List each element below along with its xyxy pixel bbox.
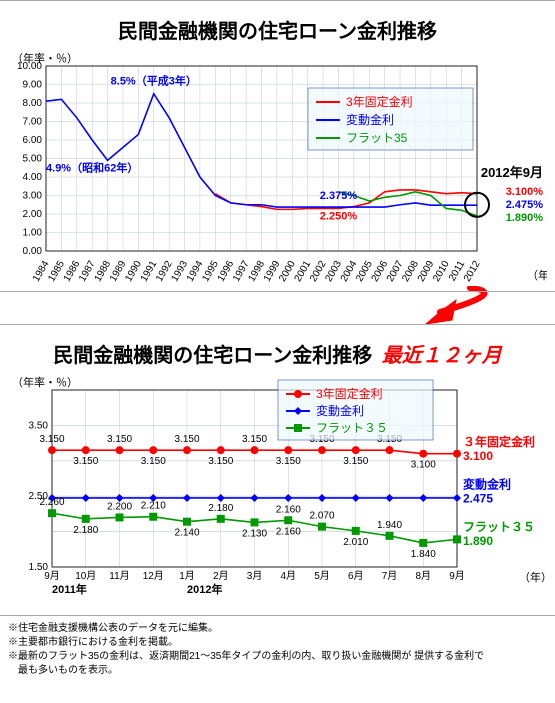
- svg-text:10月: 10月: [75, 570, 96, 582]
- svg-text:6月: 6月: [348, 570, 364, 582]
- chart1-panel: 民間金融機関の住宅ローン金利推移 （年率・％）0.001.002.003.004…: [0, 0, 555, 292]
- svg-text:３年固定金利: ３年固定金利: [463, 434, 535, 449]
- svg-text:3.150: 3.150: [73, 456, 98, 467]
- chart1-title: 民間金融機関の住宅ローン金利推移: [8, 15, 547, 44]
- svg-text:3年固定金利: 3年固定金利: [346, 94, 413, 109]
- svg-text:2.475%: 2.475%: [506, 199, 544, 211]
- svg-text:変動金利: 変動金利: [346, 112, 394, 127]
- svg-text:2.010: 2.010: [343, 537, 368, 548]
- svg-text:3.150: 3.150: [242, 434, 267, 445]
- svg-text:2.180: 2.180: [208, 503, 233, 514]
- svg-text:2.200: 2.200: [107, 501, 132, 512]
- svg-text:3.150: 3.150: [39, 434, 64, 445]
- chart2-panel: 民間金融機関の住宅ローン金利推移 最近１２ヶ月 （年率・％）1.502.503.…: [0, 324, 555, 616]
- footnote-line: 最も多いものを表示。: [8, 664, 547, 678]
- svg-text:2月: 2月: [213, 570, 229, 582]
- svg-text:3.100: 3.100: [463, 449, 493, 463]
- svg-text:4.00: 4.00: [23, 172, 43, 183]
- svg-text:変動金利: 変動金利: [316, 403, 364, 418]
- svg-text:3.100: 3.100: [411, 460, 436, 471]
- svg-text:（年）: （年）: [519, 570, 547, 584]
- svg-text:2012年9月: 2012年9月: [481, 165, 543, 180]
- svg-text:3.150: 3.150: [208, 456, 233, 467]
- svg-text:8.00: 8.00: [23, 98, 43, 109]
- svg-text:（年率・％）: （年率・％）: [12, 375, 78, 389]
- svg-text:3.150: 3.150: [276, 456, 301, 467]
- svg-text:9.00: 9.00: [23, 80, 43, 91]
- chart2-title-text: 民間金融機関の住宅ローン金利推移: [53, 345, 372, 367]
- svg-text:3年固定金利: 3年固定金利: [316, 386, 383, 401]
- svg-text:2.160: 2.160: [276, 504, 301, 515]
- chart2-title-suffix: 最近１２ヶ月: [382, 345, 502, 367]
- footnote-line: ※住宅金融支援機構公表のデータを元に編集。: [8, 622, 547, 636]
- svg-text:8.5%（平成3年）: 8.5%（平成3年）: [111, 74, 197, 88]
- svg-text:1月: 1月: [179, 570, 195, 582]
- svg-text:0.00: 0.00: [23, 246, 43, 257]
- svg-text:3月: 3月: [247, 570, 263, 582]
- svg-text:3.150: 3.150: [174, 434, 199, 445]
- svg-text:11月: 11月: [109, 570, 129, 582]
- svg-text:9月: 9月: [449, 570, 465, 582]
- svg-text:2012年: 2012年: [187, 582, 222, 596]
- svg-text:フラット35: フラット35: [346, 131, 408, 145]
- svg-text:3.150: 3.150: [107, 434, 132, 445]
- svg-text:2.260: 2.260: [39, 497, 64, 508]
- svg-text:12月: 12月: [143, 570, 164, 582]
- svg-text:3.150: 3.150: [343, 456, 368, 467]
- svg-text:1.890%: 1.890%: [506, 212, 544, 224]
- svg-text:変動金利: 変動金利: [463, 477, 511, 492]
- svg-text:7.00: 7.00: [23, 117, 43, 128]
- svg-text:2011年: 2011年: [52, 582, 87, 596]
- svg-text:4月: 4月: [280, 570, 296, 582]
- svg-text:2.180: 2.180: [73, 525, 98, 536]
- svg-text:2.140: 2.140: [174, 528, 199, 539]
- svg-text:フラット３５: フラット３５: [463, 520, 535, 534]
- svg-text:5月: 5月: [314, 570, 330, 582]
- svg-text:2.475: 2.475: [463, 492, 493, 506]
- chart2-svg: （年率・％）1.502.503.509月10月11月12月1月2月3月4月5月6…: [8, 372, 547, 607]
- svg-text:3.100%: 3.100%: [506, 186, 544, 198]
- chart2-wrap: （年率・％）1.502.503.509月10月11月12月1月2月3月4月5月6…: [8, 372, 547, 607]
- svg-text:2.250%: 2.250%: [320, 211, 358, 223]
- svg-text:2.00: 2.00: [23, 209, 43, 220]
- svg-text:3.50: 3.50: [29, 420, 49, 431]
- svg-text:1.840: 1.840: [411, 549, 436, 560]
- svg-text:2.070: 2.070: [309, 511, 334, 522]
- footnotes: ※住宅金融支援機構公表のデータを元に編集。 ※主要都市銀行における金利を掲載。 …: [0, 616, 555, 684]
- svg-text:7月: 7月: [382, 570, 398, 582]
- svg-text:2012: 2012: [462, 259, 483, 283]
- footnote-line: ※最新のフラット35の金利は、返済期間21〜35年タイプの金利の内、取り扱い金融…: [8, 650, 547, 664]
- chart1-wrap: （年率・％）0.001.002.003.004.005.006.007.008.…: [8, 48, 547, 283]
- svg-text:6.00: 6.00: [23, 135, 43, 146]
- svg-text:10.00: 10.00: [17, 61, 42, 72]
- svg-text:フラット３５: フラット３５: [316, 421, 388, 435]
- svg-text:2.375%: 2.375%: [320, 190, 358, 202]
- svg-text:3.150: 3.150: [141, 456, 166, 467]
- chart2-title: 民間金融機関の住宅ローン金利推移 最近１２ヶ月: [8, 339, 547, 368]
- svg-text:3.00: 3.00: [23, 191, 43, 202]
- svg-text:8月: 8月: [415, 570, 431, 582]
- svg-text:1.940: 1.940: [377, 520, 402, 531]
- svg-text:2.160: 2.160: [276, 526, 301, 537]
- svg-text:1.00: 1.00: [23, 228, 43, 239]
- chart1-svg: （年率・％）0.001.002.003.004.005.006.007.008.…: [8, 48, 547, 283]
- svg-text:4.9%（昭和62年）: 4.9%（昭和62年）: [46, 160, 138, 174]
- svg-text:9月: 9月: [44, 570, 60, 582]
- footnote-line: ※主要都市銀行における金利を掲載。: [8, 636, 547, 650]
- svg-text:（年）: （年）: [527, 268, 547, 282]
- svg-text:1.890: 1.890: [463, 534, 493, 548]
- svg-text:2.130: 2.130: [242, 528, 267, 539]
- svg-text:5.00: 5.00: [23, 154, 43, 165]
- svg-text:2.210: 2.210: [141, 501, 166, 512]
